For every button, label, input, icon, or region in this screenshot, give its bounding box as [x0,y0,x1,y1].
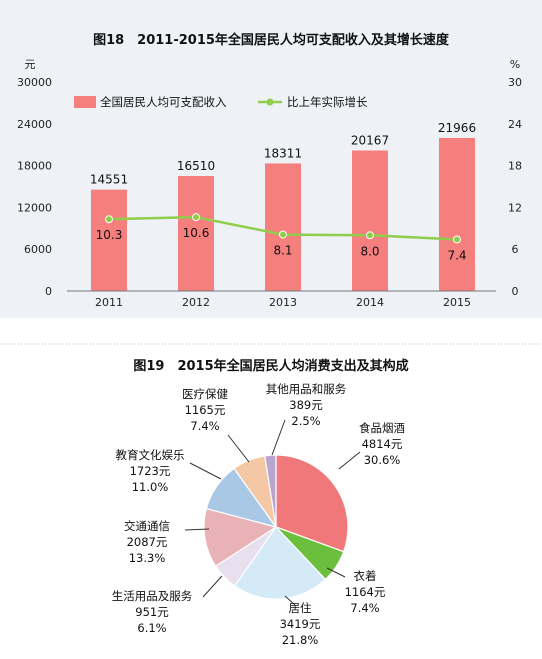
pie-slice-pct: 6.1% [137,621,166,635]
x-axis-ticks: 2011 2012 2013 2014 2015 [95,296,471,309]
pie-slice-amount: 1164元 [345,585,386,599]
pie-slice [203,507,278,568]
right-tick-label: 12 [508,201,522,214]
pie-slice [275,454,349,553]
pie-leader-line [284,595,296,606]
growth-point [453,235,461,244]
growth-point-label: 8.1 [273,244,292,258]
pie-leader-line [202,575,223,598]
legend-line-label: 比上年实际增长 [287,95,368,109]
chart18-legend: 全国居民人均可支配收入 比上年实际增长 [74,95,368,109]
growth-point-label: 10.6 [183,226,210,240]
pie-slice-pct: 21.8% [282,633,319,647]
legend-line-marker [266,98,274,106]
left-axis-unit: 元 [25,58,36,71]
pie-leader-line [184,528,210,531]
chart19-title: 图19 2015年全国居民人均消费支出及其构成 [133,358,408,374]
growth-point [192,213,200,222]
growth-point-label: 10.3 [96,228,123,242]
growth-line: 10.3 10.6 8.1 8.0 7.4 [96,213,467,262]
pie-leader-line [227,434,250,463]
income-bar-label: 18311 [264,146,302,160]
pie-slice-pct: 30.6% [364,453,401,467]
pie-slice-amount: 1165元 [185,403,226,417]
right-axis-ticks: 30 24 18 12 6 0 [508,76,522,298]
legend-bar-label: 全国居民人均可支配收入 [100,95,227,109]
chart18-title: 图18 2011-2015年全国居民人均可支配收入及其增长速度 [93,32,450,48]
left-tick-label: 6000 [24,243,52,256]
pie-slice-amount: 1723元 [130,464,171,478]
pie-slice [264,454,277,528]
left-axis-ticks: 30000 24000 18000 12000 6000 0 [17,76,52,298]
left-tick-label: 12000 [17,201,52,214]
income-bar-label: 14551 [90,173,128,187]
pie-slice-pct: 2.5% [291,414,320,428]
pie-leader-line [271,419,286,456]
left-tick-label: 30000 [17,76,52,89]
pie-slice-amount: 2087元 [127,535,168,549]
right-tick-label: 30 [508,76,522,89]
pie-slice [233,526,327,600]
pie-slice-pct: 11.0% [132,480,169,494]
pie-slice-pct: 13.3% [129,551,166,565]
growth-point [105,215,113,224]
consumption-pie [203,454,349,600]
x-tick-label: 2015 [443,296,471,309]
right-tick-label: 24 [508,118,522,131]
pie-slice-amount: 951元 [135,605,169,619]
x-tick-label: 2014 [356,296,384,309]
pie-slice-name: 衣着 [354,569,377,583]
pie-leader-line [338,451,361,470]
income-bar [439,137,475,291]
pie-labels: 食品烟酒 4814元 30.6% 衣着 1164元 7.4% 居住 3419元 21.8% 生活用… [112,382,405,647]
left-tick-label: 0 [45,285,52,298]
pie-leader-line [326,567,346,578]
left-tick-label: 24000 [17,118,52,131]
growth-point-label: 8.0 [360,244,379,258]
income-bar [352,150,388,291]
income-bars: 14551 16510 18311 20167 21966 [90,121,476,291]
right-tick-label: 0 [512,285,519,298]
pie-slice-name: 教育文化娱乐 [116,448,185,462]
pie-slice-pct: 7.4% [350,601,379,615]
growth-point-label: 7.4 [447,248,466,262]
right-tick-label: 6 [512,243,519,256]
x-tick-label: 2013 [269,296,297,309]
left-tick-label: 18000 [17,160,52,173]
pie-slice-name: 生活用品及服务 [112,589,193,603]
growth-point [366,231,374,240]
pie-slice-name: 其他用品和服务 [266,382,347,396]
income-bar-label: 16510 [177,159,215,173]
right-tick-label: 18 [508,160,522,173]
pie-slice-amount: 389元 [289,398,323,412]
legend-bar-swatch [74,96,96,108]
income-bar [91,189,127,291]
x-tick-label: 2011 [95,296,123,309]
pie-slice-name: 医疗保健 [182,387,228,401]
right-axis-unit: % [510,58,520,71]
pie-slice-amount: 3419元 [280,617,321,631]
pie-slice-name: 居住 [289,601,312,615]
income-bar-label: 20167 [351,134,389,148]
pie-slice-amount: 4814元 [362,437,403,451]
pie-slice-name: 交通通信 [124,519,170,533]
income-bar [178,175,214,291]
pie-leader-line [189,462,222,480]
income-bar [265,163,301,291]
pie-slice-name: 食品烟酒 [359,421,405,435]
growth-point [279,230,287,239]
income-bar-label: 21966 [438,121,476,135]
pie-slice-pct: 7.4% [190,419,219,433]
x-tick-label: 2012 [182,296,210,309]
